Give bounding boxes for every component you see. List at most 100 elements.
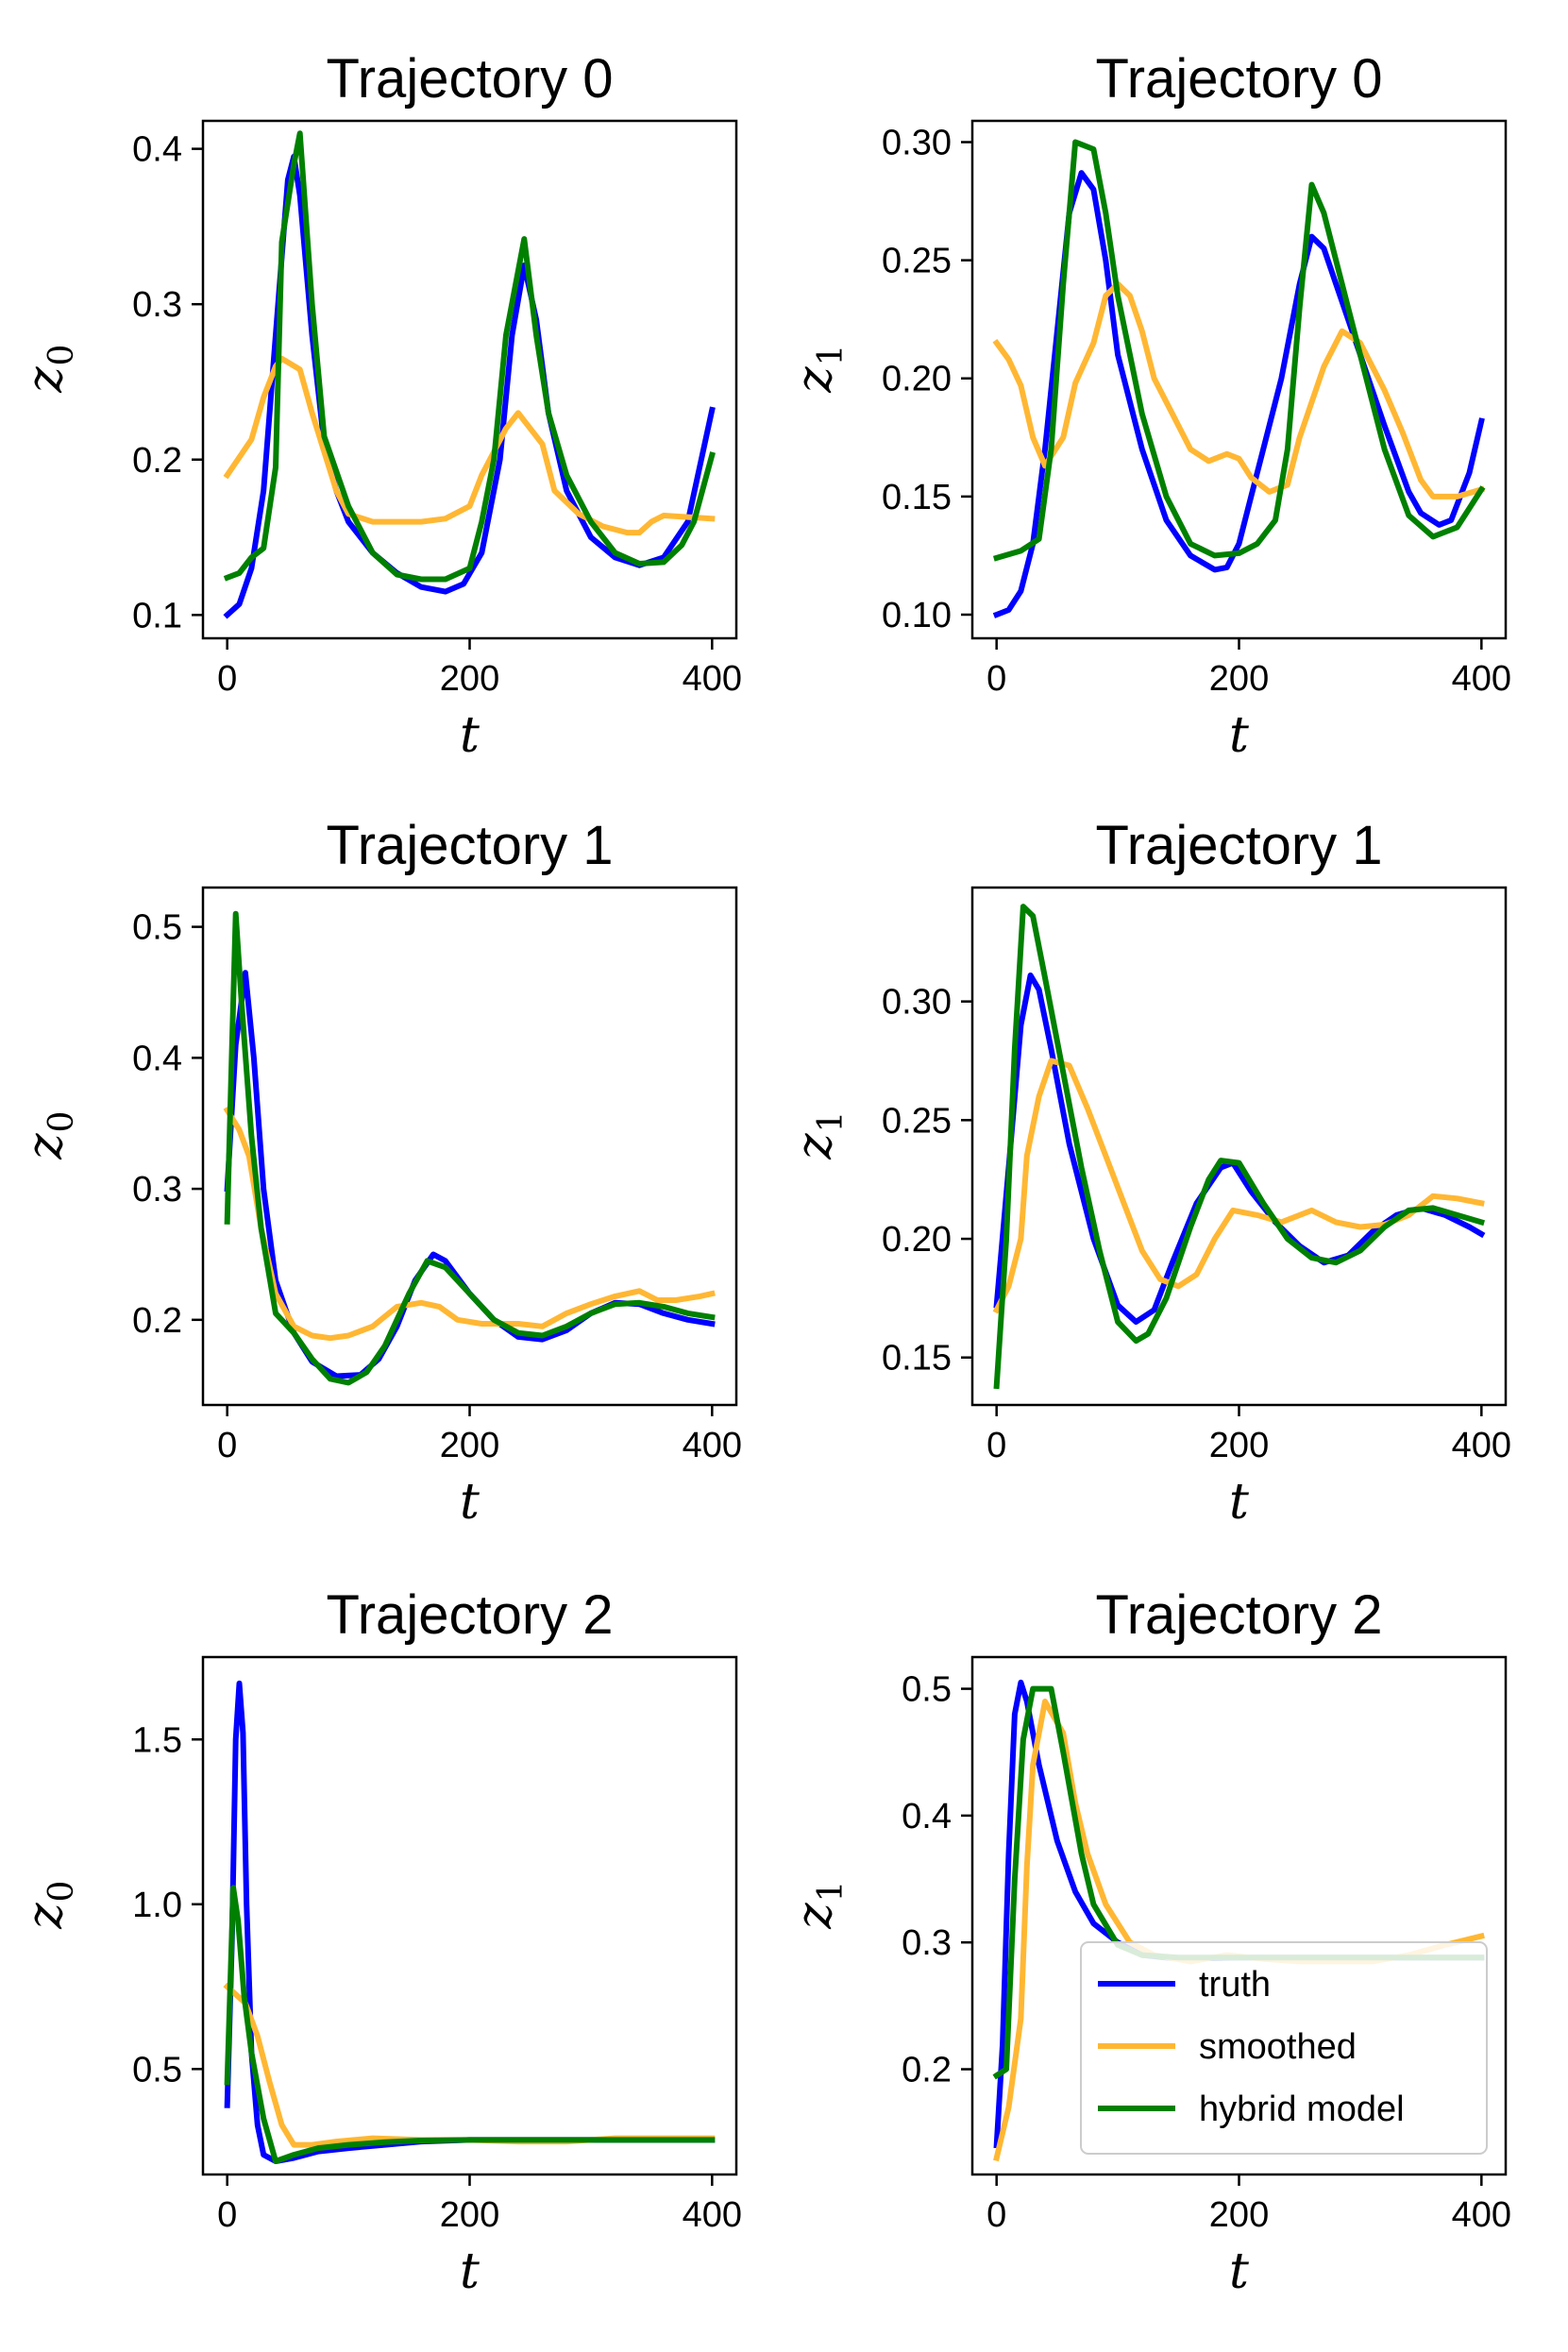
chart-title: Trajectory 1	[326, 815, 613, 876]
legend-label-hybrid: hybrid model	[1199, 2090, 1405, 2129]
y-tick-label: 0.15	[882, 478, 952, 517]
y-axis-label-subscript: 1	[812, 1111, 851, 1133]
series-line-truth	[224, 1680, 716, 2164]
x-axis-label: t	[460, 1474, 480, 1531]
y-tick-label: 0.1	[132, 596, 182, 635]
series-line-smoothed	[223, 1106, 716, 1342]
y-tick-label: 0.4	[902, 1797, 952, 1836]
x-tick-label: 200	[440, 1426, 499, 1465]
y-tick-label: 0.3	[132, 285, 182, 325]
y-axis-label-main: z	[17, 1903, 74, 1930]
x-tick-label: 0	[986, 659, 1006, 699]
legend: truth smoothed hybrid model	[1080, 1941, 1488, 2155]
chart-title: Trajectory 1	[1095, 815, 1382, 876]
y-tick-label: 0.2	[902, 2051, 952, 2090]
chart-title: Trajectory 0	[326, 48, 613, 110]
x-tick-label: 0	[986, 1426, 1006, 1465]
y-axis-label: z1	[786, 345, 851, 394]
y-tick-label: 0.20	[882, 360, 952, 399]
y-tick-label: 0.4	[132, 1039, 182, 1078]
chart-title: Trajectory 2	[326, 1584, 613, 1646]
y-tick-label: 0.25	[882, 1101, 952, 1141]
y-tick-label: 0.4	[132, 130, 182, 170]
y-tick-label: 0.15	[882, 1339, 952, 1379]
x-tick-label: 0	[986, 2195, 1006, 2235]
series-line-smoothed	[223, 355, 716, 536]
y-axis-label-subscript: 0	[42, 1111, 81, 1133]
x-axis-label: t	[460, 2243, 480, 2300]
y-axis-label-subscript: 1	[812, 1881, 851, 1903]
y-axis-label: z0	[17, 345, 81, 394]
chart-panel-5: 0 200 400 0.2 0.3 0.4 0.5 Trajectory 2 t z1 truth s…	[786, 1584, 1511, 2300]
y-tick-label: 1.5	[132, 1720, 182, 1760]
y-tick-label: 0.5	[132, 2050, 182, 2090]
series-line-hybrid	[223, 130, 716, 583]
x-axis-label: t	[1229, 1474, 1249, 1531]
y-tick-label: 0.3	[902, 1923, 952, 1963]
y-tick-label: 0.5	[132, 908, 182, 948]
x-tick-label: 200	[440, 2195, 499, 2235]
y-axis-label: z0	[17, 1111, 81, 1160]
y-axis-label-main: z	[17, 1133, 74, 1160]
x-tick-label: 400	[1452, 2195, 1511, 2235]
y-tick-label: 0.25	[882, 242, 952, 281]
x-tick-label: 200	[1209, 2195, 1269, 2235]
series-line-hybrid	[992, 139, 1486, 562]
series-line-hybrid	[993, 904, 1486, 1390]
chart-title: Trajectory 0	[1095, 48, 1382, 110]
legend-label-smoothed: smoothed	[1199, 2027, 1357, 2067]
x-tick-label: 200	[1209, 659, 1269, 699]
y-tick-label: 0.30	[882, 983, 952, 1023]
axes-frame	[201, 886, 738, 1407]
y-tick-label: 0.5	[902, 1670, 952, 1710]
axes-frame	[970, 886, 1508, 1407]
y-axis-label-subscript: 0	[42, 1881, 81, 1903]
y-tick-label: 1.0	[132, 1886, 182, 1925]
chart-panel-3: 0 200 400 0.15 0.20 0.25 0.30 Trajectory 1 t z1	[786, 815, 1511, 1531]
series-line-truth	[993, 973, 1486, 1325]
series-line-smoothed	[992, 1058, 1485, 1314]
series-line-hybrid	[224, 910, 716, 1386]
y-axis-label: z1	[786, 1111, 851, 1160]
x-tick-label: 0	[217, 1426, 237, 1465]
axes-frame	[201, 1655, 738, 2176]
x-tick-label: 400	[683, 659, 742, 699]
legend-label-truth: truth	[1199, 1965, 1271, 2005]
x-tick-label: 400	[683, 2195, 742, 2235]
x-tick-label: 400	[1452, 659, 1511, 699]
chart-panel-1: 0 200 400 0.10 0.15 0.20 0.25 0.30 Trajectory 0 t…	[786, 48, 1511, 764]
x-tick-label: 200	[440, 659, 499, 699]
y-axis-label: z1	[786, 1881, 851, 1930]
y-tick-label: 0.2	[132, 1301, 182, 1341]
series-line-truth	[224, 970, 716, 1379]
x-tick-label: 400	[683, 1426, 742, 1465]
legend-box	[1080, 1941, 1488, 2155]
x-axis-label: t	[1229, 2243, 1249, 2300]
x-tick-label: 200	[1209, 1426, 1269, 1465]
series-line-truth	[223, 153, 716, 619]
series-line-hybrid	[224, 1885, 716, 2164]
y-axis-label-main: z	[786, 1903, 843, 1930]
y-tick-label: 0.3	[132, 1170, 182, 1210]
x-tick-label: 400	[1452, 1426, 1511, 1465]
y-axis-label-main: z	[786, 1133, 843, 1160]
series-line-smoothed	[992, 280, 1486, 499]
x-axis-label: t	[1229, 707, 1249, 764]
x-axis-label: t	[460, 707, 480, 764]
chart-title: Trajectory 2	[1095, 1584, 1382, 1646]
y-axis-label-main: z	[786, 366, 843, 394]
y-tick-label: 0.30	[882, 124, 952, 163]
y-axis-label-main: z	[17, 366, 74, 394]
x-tick-label: 0	[217, 2195, 237, 2235]
y-axis-label-subscript: 0	[42, 345, 81, 366]
y-tick-label: 0.10	[882, 596, 952, 635]
series-line-smoothed	[223, 1982, 716, 2148]
y-axis-label: z0	[17, 1881, 81, 1930]
y-tick-label: 0.20	[882, 1220, 952, 1260]
x-tick-label: 0	[217, 659, 237, 699]
y-tick-label: 0.2	[132, 441, 182, 481]
